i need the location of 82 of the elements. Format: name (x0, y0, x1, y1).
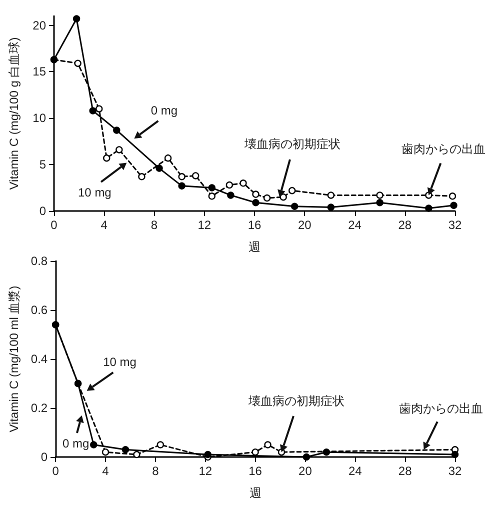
point (302, 453, 310, 461)
annotation: 10 mg (103, 354, 136, 369)
point (264, 441, 272, 448)
point (72, 15, 80, 22)
point (192, 172, 200, 180)
y-tick-label: 0.4 (30, 352, 48, 366)
point (425, 204, 432, 212)
x-tick-label: 28 (398, 218, 412, 232)
y-tick-label: 0.8 (30, 254, 48, 268)
x-tick-label: 32 (448, 464, 462, 478)
point (122, 446, 130, 454)
y-tick-label: 15 (32, 64, 46, 79)
x-tick-label: 8 (152, 464, 160, 478)
point (178, 173, 186, 180)
y-tick-label: 10 (32, 111, 46, 126)
point (204, 450, 212, 458)
point (90, 441, 98, 448)
x-tick-label: 0 (50, 218, 58, 232)
x-tick-label: 20 (298, 218, 312, 232)
x-tick-label: 24 (348, 218, 362, 232)
point (116, 146, 123, 154)
x-tick-label: 12 (198, 218, 212, 232)
y-tick-label: 20 (32, 18, 46, 32)
point (74, 60, 82, 67)
annotation: 0 mg (150, 104, 178, 118)
y-axis-title: Vitamin C (mg/100 ml 血漿) (7, 286, 21, 432)
point (102, 448, 110, 456)
x-tick-label: 4 (102, 464, 110, 478)
annotation: 壊血病の初期症状 (244, 137, 341, 152)
point (252, 190, 260, 198)
point (178, 182, 186, 190)
point (327, 192, 335, 199)
point (156, 441, 164, 448)
x-tick-label: 16 (248, 464, 262, 478)
annotation: 歯肉からの出血 (402, 142, 486, 156)
point (450, 202, 458, 210)
x-tick-label: 32 (448, 218, 462, 232)
point (164, 154, 172, 162)
point (448, 192, 456, 200)
annotation: 0 mg (62, 436, 90, 450)
point (322, 448, 330, 456)
point (156, 164, 163, 172)
point (376, 199, 384, 206)
point (138, 173, 146, 180)
x-axis-title: 週 (249, 486, 262, 500)
point (376, 192, 384, 199)
point (252, 448, 259, 456)
y-tick-label: 0.2 (30, 401, 48, 415)
x-tick-label: 24 (348, 464, 362, 478)
y-tick-label: 0 (39, 204, 46, 218)
x-tick-label: 16 (248, 218, 262, 232)
point (133, 450, 140, 458)
x-tick-label: 28 (398, 464, 412, 478)
point (226, 181, 234, 189)
point (288, 186, 296, 194)
point (327, 204, 335, 211)
y-tick-label: 0 (40, 450, 48, 464)
point (451, 450, 459, 458)
point (291, 202, 298, 210)
point (96, 105, 103, 112)
x-tick-label: 4 (100, 218, 108, 232)
point (240, 180, 247, 187)
annotation: 歯肉からの出血 (398, 402, 483, 416)
point (103, 154, 110, 162)
x-tick-label: 12 (198, 464, 212, 478)
point (280, 193, 287, 201)
point (113, 126, 120, 134)
x-axis-title: 週 (248, 240, 260, 254)
x-tick-label: 0 (52, 464, 60, 478)
point (227, 192, 234, 199)
x-tick-label: 20 (298, 464, 312, 478)
y-tick-label: 0.6 (30, 303, 48, 317)
point (89, 107, 96, 114)
y-axis-title: Vitamin C (mg/100 g 白血球) (7, 37, 21, 190)
point (208, 184, 216, 192)
annotation: 10 mg (78, 186, 112, 200)
point (252, 199, 260, 206)
annotation: 壊血病の初期症状 (248, 394, 345, 408)
x-tick-label: 8 (150, 218, 158, 232)
point (263, 194, 271, 202)
point (208, 192, 216, 200)
y-tick-label: 5 (39, 158, 46, 172)
